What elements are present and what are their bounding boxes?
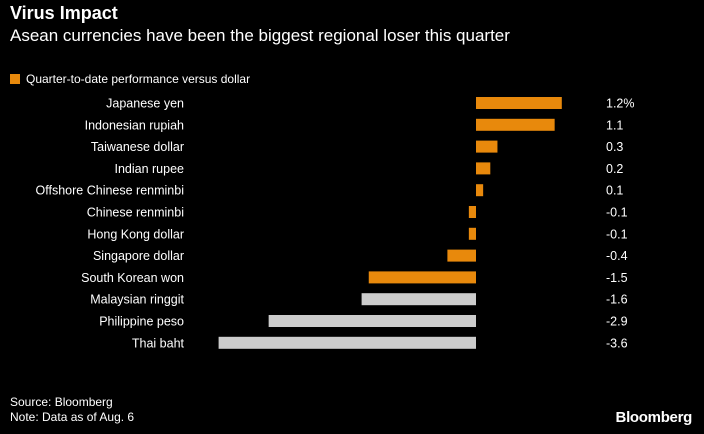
bar xyxy=(476,97,562,109)
legend: Quarter-to-date performance versus dolla… xyxy=(10,72,250,86)
legend-swatch xyxy=(10,74,20,84)
bar xyxy=(476,140,498,153)
category-label: Indonesian rupiah xyxy=(85,118,184,132)
value-label: 0.1 xyxy=(606,184,623,198)
value-label: 0.3 xyxy=(606,140,623,154)
bar xyxy=(476,184,484,197)
value-label: -2.9 xyxy=(606,315,628,329)
value-label: 1.1 xyxy=(606,118,623,132)
bar xyxy=(476,118,555,131)
source-note: Source: Bloomberg xyxy=(10,395,113,409)
category-label: Chinese renminbi xyxy=(87,206,184,220)
value-label: 0.2 xyxy=(606,162,623,176)
value-label: -3.6 xyxy=(606,336,628,350)
value-label: -0.1 xyxy=(606,227,628,241)
category-label: Taiwanese dollar xyxy=(91,140,184,154)
bar xyxy=(361,293,476,306)
category-label: Indian rupee xyxy=(114,162,184,176)
category-label: Hong Kong dollar xyxy=(87,227,184,241)
bar xyxy=(268,315,476,327)
category-label: South Korean won xyxy=(81,271,184,285)
category-label: Japanese yen xyxy=(106,97,184,111)
category-label: Malaysian ringgit xyxy=(90,293,184,307)
bar xyxy=(468,206,476,218)
category-label: Philippine peso xyxy=(99,315,184,329)
chart-title: Virus Impact xyxy=(10,3,118,23)
value-label: 1.2% xyxy=(606,97,635,111)
bloomberg-logo: Bloomberg xyxy=(615,409,693,426)
chart-subtitle: Asean currencies have been the biggest r… xyxy=(10,26,510,45)
category-label: Offshore Chinese renminbi xyxy=(36,184,184,198)
bar xyxy=(218,336,476,349)
bar xyxy=(468,227,476,240)
legend-label: Quarter-to-date performance versus dolla… xyxy=(26,72,251,86)
bar xyxy=(368,271,476,284)
value-label: -1.6 xyxy=(606,293,628,307)
category-label: Singapore dollar xyxy=(93,249,184,263)
bar xyxy=(447,249,476,262)
category-label: Thai baht xyxy=(132,336,185,350)
value-label: -1.5 xyxy=(606,271,628,285)
value-label: -0.1 xyxy=(606,206,628,220)
value-label: -0.4 xyxy=(606,249,628,263)
bar xyxy=(476,162,491,175)
data-note: Note: Data as of Aug. 6 xyxy=(10,410,135,424)
